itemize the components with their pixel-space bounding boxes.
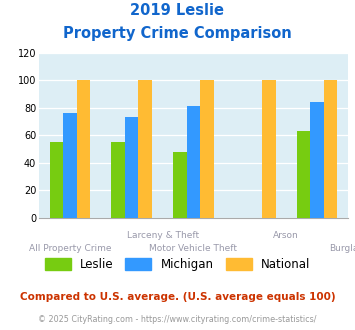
Bar <box>187 106 200 218</box>
Bar <box>297 131 310 218</box>
Bar <box>50 142 63 218</box>
Bar <box>125 117 138 218</box>
Bar <box>200 80 214 218</box>
Text: © 2025 CityRating.com - https://www.cityrating.com/crime-statistics/: © 2025 CityRating.com - https://www.city… <box>38 315 317 324</box>
Bar <box>138 80 152 218</box>
Legend: Leslie, Michigan, National: Leslie, Michigan, National <box>40 253 315 276</box>
Bar <box>324 80 337 218</box>
Text: Property Crime Comparison: Property Crime Comparison <box>63 26 292 41</box>
Text: Compared to U.S. average. (U.S. average equals 100): Compared to U.S. average. (U.S. average … <box>20 292 335 302</box>
Text: Larceny & Theft: Larceny & Theft <box>126 231 199 240</box>
Bar <box>262 80 275 218</box>
Text: Arson: Arson <box>273 231 299 240</box>
Bar <box>310 102 324 218</box>
Bar <box>63 113 77 218</box>
Text: All Property Crime: All Property Crime <box>29 244 111 253</box>
Text: Burglary: Burglary <box>329 244 355 253</box>
Bar <box>111 142 125 218</box>
Bar <box>173 152 187 218</box>
Text: Motor Vehicle Theft: Motor Vehicle Theft <box>149 244 237 253</box>
Bar <box>77 80 90 218</box>
Text: 2019 Leslie: 2019 Leslie <box>131 3 224 18</box>
